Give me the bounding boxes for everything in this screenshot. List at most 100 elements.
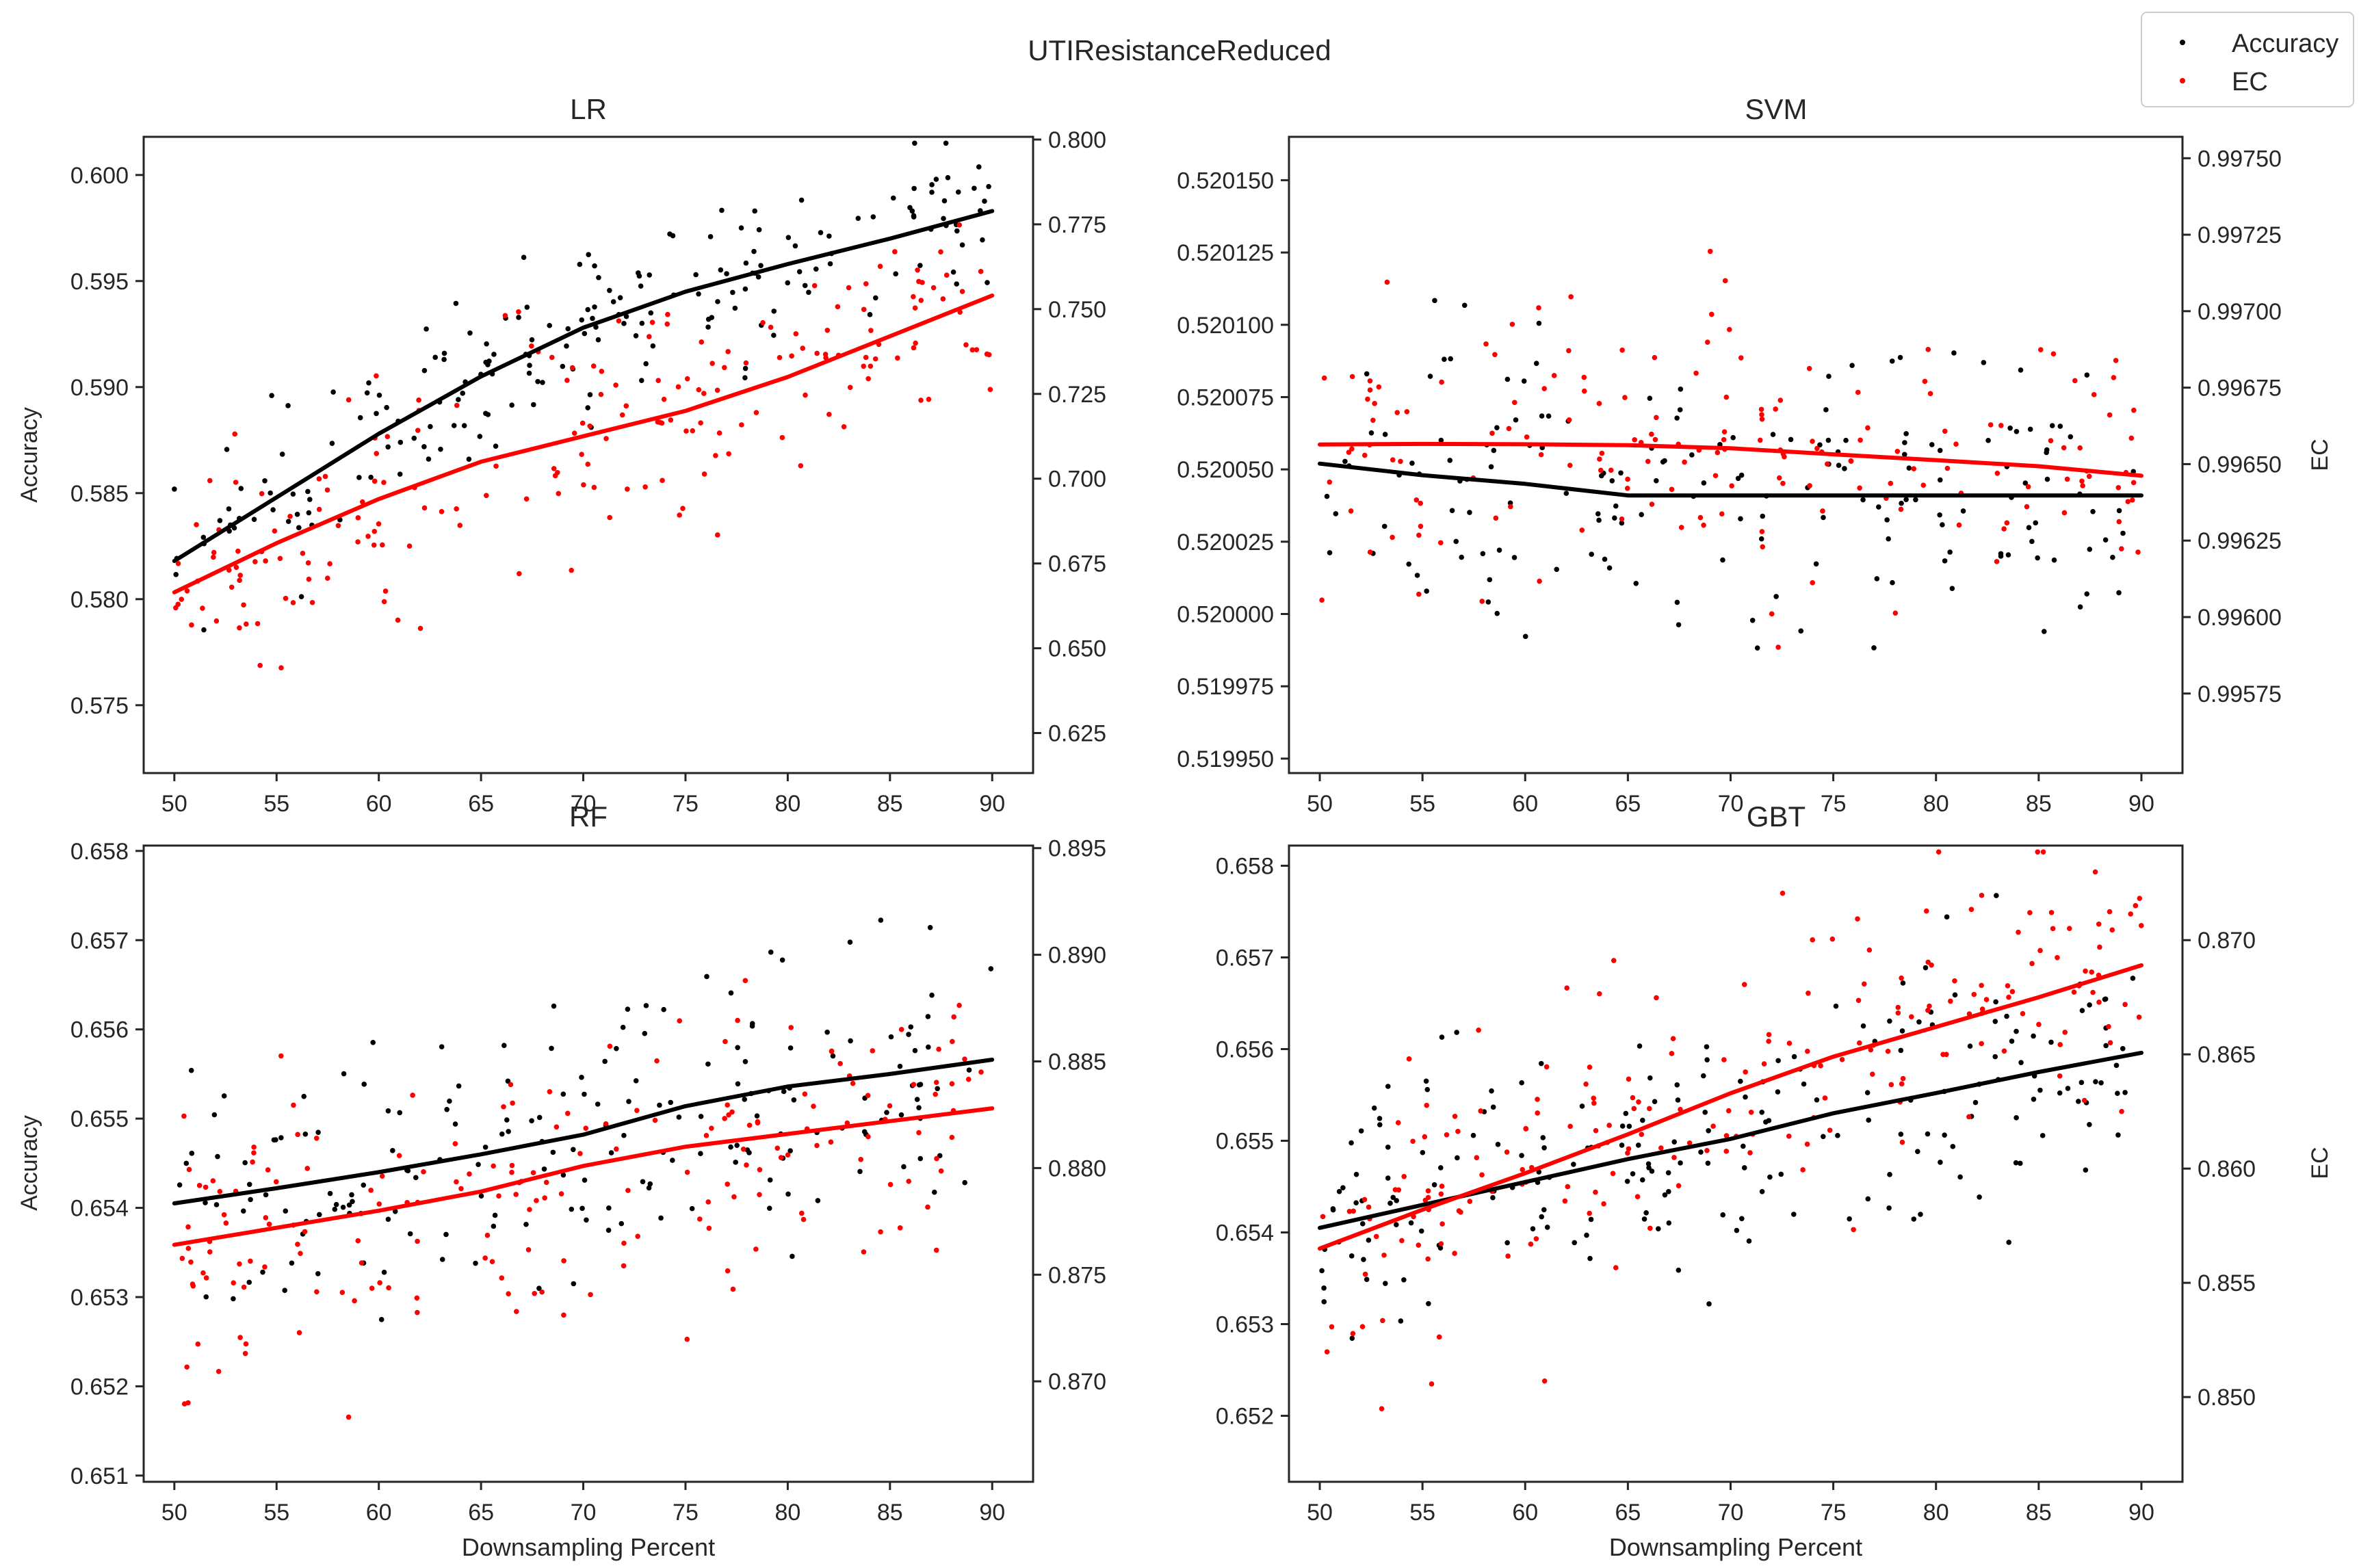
accuracy-point bbox=[2018, 1060, 2024, 1065]
accuracy-point bbox=[364, 390, 370, 396]
ec-point bbox=[703, 1133, 709, 1138]
scatter-ec bbox=[173, 222, 993, 670]
accuracy-point bbox=[873, 295, 878, 301]
y-tick-label-right: 0.99725 bbox=[2198, 222, 2282, 248]
ec-point bbox=[735, 1017, 740, 1023]
ec-point bbox=[1983, 997, 1990, 1002]
accuracy-point bbox=[521, 254, 527, 261]
accuracy-point bbox=[1348, 1253, 1355, 1259]
accuracy-point bbox=[1652, 1099, 1658, 1104]
accuracy-point bbox=[1866, 1117, 1871, 1123]
y-tick-label-right: 0.99675 bbox=[2198, 376, 2282, 402]
ec-point bbox=[861, 306, 867, 313]
ec-point bbox=[1425, 1188, 1431, 1194]
ec-point bbox=[1597, 991, 1602, 997]
ec-point bbox=[1630, 1095, 1636, 1101]
accuracy-point bbox=[1741, 1143, 1746, 1149]
accuracy-point bbox=[1835, 1133, 1840, 1138]
ec-point bbox=[1806, 990, 1811, 996]
accuracy-point bbox=[466, 456, 472, 462]
ec-point bbox=[965, 1076, 972, 1082]
plot-frame bbox=[1288, 844, 2184, 1483]
ec-point bbox=[491, 1163, 496, 1169]
accuracy-point bbox=[451, 423, 457, 428]
accuracy-point bbox=[2041, 629, 2047, 634]
accuracy-point bbox=[1662, 458, 1667, 464]
accuracy-point bbox=[268, 490, 273, 496]
accuracy-point bbox=[1871, 645, 1877, 651]
ec-point bbox=[684, 376, 690, 382]
ec-point bbox=[1670, 1036, 1676, 1041]
ec-point bbox=[200, 605, 205, 611]
accuracy-point bbox=[2116, 508, 2122, 514]
x-tick-label: 55 bbox=[1409, 791, 1435, 817]
accuracy-point bbox=[1874, 576, 1880, 582]
ec-point bbox=[1748, 1109, 1754, 1115]
accuracy-point bbox=[423, 326, 429, 332]
y-tick-label-right: 0.860 bbox=[2198, 1156, 2256, 1182]
accuracy-point bbox=[595, 337, 601, 343]
accuracy-point bbox=[1439, 1034, 1445, 1040]
accuracy-point bbox=[1609, 478, 1615, 484]
ec-point bbox=[950, 1038, 955, 1045]
accuracy-point bbox=[1546, 413, 1552, 419]
accuracy-point bbox=[941, 198, 948, 204]
ec-point bbox=[2079, 478, 2085, 484]
ec-point bbox=[793, 331, 799, 337]
accuracy-point bbox=[1825, 437, 1832, 443]
ec-point bbox=[1416, 532, 1422, 538]
ec-point bbox=[346, 1414, 352, 1420]
accuracy-point bbox=[867, 312, 873, 317]
ec-point bbox=[577, 1151, 583, 1156]
accuracy-point bbox=[411, 435, 417, 441]
accuracy-point bbox=[605, 1227, 612, 1233]
accuracy-point bbox=[357, 415, 363, 421]
ec-point bbox=[753, 410, 759, 415]
ec-point bbox=[607, 514, 613, 521]
accuracy-point bbox=[2110, 554, 2115, 560]
ec-point bbox=[2001, 526, 2007, 532]
accuracy-point bbox=[1361, 1257, 1366, 1262]
accuracy-point bbox=[1773, 594, 1779, 599]
ec-point bbox=[912, 305, 918, 311]
ec-point bbox=[716, 430, 722, 436]
accuracy-point bbox=[888, 1034, 894, 1040]
ec-point bbox=[1704, 339, 1710, 345]
ec-point bbox=[1379, 1406, 1385, 1412]
ec-point bbox=[872, 356, 878, 362]
ec-point bbox=[414, 1295, 420, 1301]
ec-point bbox=[1925, 1008, 1931, 1013]
accuracy-point bbox=[855, 215, 861, 221]
y-axis-left: 0.652 0.653 0.654 0.655 0.656 0.657 0.658 bbox=[1216, 853, 1289, 1430]
ec-point bbox=[322, 473, 328, 480]
ec-point bbox=[506, 1291, 511, 1296]
y-tick-label-right: 0.625 bbox=[1048, 721, 1106, 747]
ec-point bbox=[1899, 1081, 1905, 1087]
accuracy-point bbox=[929, 992, 935, 998]
y-tick-label-right: 0.99625 bbox=[2198, 528, 2282, 554]
accuracy-point bbox=[1390, 1194, 1396, 1201]
ec-point bbox=[1649, 501, 1655, 507]
ec-point bbox=[454, 402, 460, 408]
ec-point bbox=[416, 397, 421, 403]
accuracy-point bbox=[787, 1045, 794, 1051]
accuracy-point bbox=[560, 1091, 566, 1097]
ec-point bbox=[814, 350, 820, 356]
panel-rf: RF 50 55 60 65 70 75 80 85 90 0.6510.6520.6530.6… bbox=[16, 800, 1106, 1561]
accuracy-point bbox=[1455, 1155, 1460, 1161]
accuracy-point bbox=[248, 1197, 253, 1203]
x-tick-label: 65 bbox=[1615, 791, 1641, 817]
accuracy-point bbox=[1626, 1123, 1632, 1129]
ec-point bbox=[484, 1232, 491, 1238]
y-axis-left: 0.651 0.652 0.653 0.654 0.655 0.656 0.657 0.658 bbox=[70, 839, 144, 1489]
accuracy-point bbox=[1381, 523, 1387, 530]
panel-svm: SVM 50 55 60 65 70 75 80 85 90 0.5199500.5199750… bbox=[1177, 93, 2333, 817]
ec-point bbox=[1634, 1194, 1641, 1199]
x-tick-label: 75 bbox=[1821, 1500, 1847, 1526]
ec-point bbox=[185, 1246, 192, 1251]
ec-point bbox=[295, 1242, 300, 1247]
x-tick-label: 75 bbox=[1821, 791, 1847, 817]
accuracy-point bbox=[290, 491, 296, 497]
accuracy-point bbox=[1606, 565, 1613, 571]
ec-point bbox=[547, 1089, 553, 1095]
